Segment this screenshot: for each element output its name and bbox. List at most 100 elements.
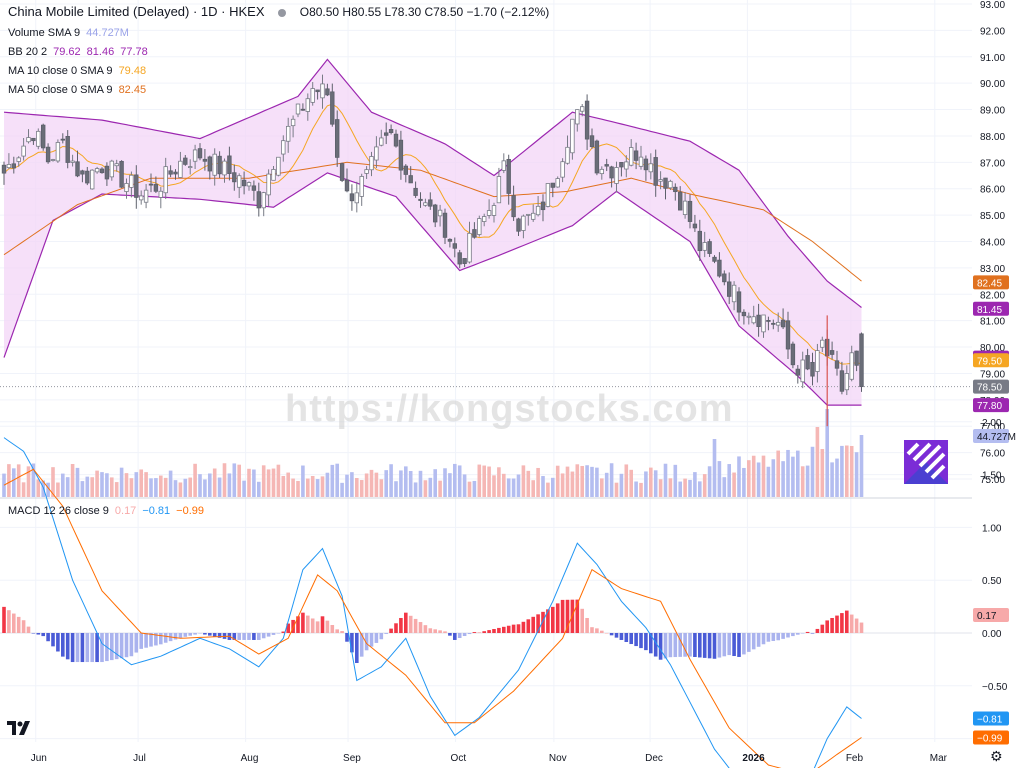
candle-body	[668, 180, 673, 189]
candle-body	[516, 218, 521, 232]
macd-histogram-bar	[119, 633, 124, 659]
macd-histogram-bar	[462, 633, 467, 637]
macd-histogram-bar	[208, 633, 212, 636]
volume-bar	[737, 456, 741, 497]
macd-histogram-bar	[786, 633, 790, 638]
candle-body	[344, 179, 350, 192]
settings-gear-icon[interactable]: ⚙	[990, 748, 1003, 764]
macd-histogram-bar	[551, 606, 555, 633]
candle-body	[31, 137, 36, 142]
macd-histogram-bar	[61, 633, 65, 657]
chart-title[interactable]: China Mobile Limited (Delayed) · 1D · HK…	[8, 4, 265, 19]
candle-body	[829, 350, 835, 355]
volume-bar	[379, 479, 384, 497]
macd-histogram-bar	[776, 633, 780, 641]
macd-histogram-bar	[70, 633, 75, 663]
tradingview-logo-icon[interactable]	[6, 718, 32, 740]
ma50-legend-value: 82.45	[118, 84, 147, 96]
macd-histogram-bar	[374, 633, 379, 643]
macd-histogram-bar	[301, 612, 305, 633]
macd-histogram-bar	[840, 613, 844, 633]
volume-bar	[688, 479, 692, 497]
macd-histogram-bar	[281, 631, 286, 633]
volume-bar	[296, 480, 300, 497]
macd-histogram-bar	[310, 618, 315, 633]
volume-legend[interactable]: Volume SMA 9 44.727M	[8, 27, 129, 39]
macd-histogram-bar	[678, 633, 682, 657]
macd-histogram-bar	[649, 633, 653, 654]
candle-body	[55, 142, 61, 162]
candle-body	[423, 202, 428, 206]
bb-legend[interactable]: BB 20 2 79.62 81.46 77.78	[8, 46, 148, 58]
ma50-legend[interactable]: MA 50 close 0 SMA 9 82.45	[8, 84, 146, 96]
macd-tag	[973, 730, 1009, 745]
volume-bar	[585, 465, 589, 497]
candle-body	[535, 205, 541, 216]
candle-body	[648, 163, 653, 173]
volume-bar	[26, 466, 31, 497]
ma10-legend[interactable]: MA 10 close 0 SMA 9 79.48	[8, 65, 146, 77]
macd-histogram-bar	[296, 616, 300, 633]
candle-body	[236, 175, 242, 188]
candle-body	[785, 320, 791, 350]
volume-bar	[134, 472, 139, 497]
candle-body	[707, 241, 712, 254]
candle-body	[369, 156, 374, 171]
candle-body	[158, 190, 163, 198]
candle-body	[305, 98, 310, 112]
volume-bar	[776, 450, 780, 497]
macd-histogram-bar	[590, 627, 594, 633]
price-axis-tick: 83.00	[980, 264, 1005, 275]
volume-bar	[575, 464, 580, 497]
macd-histogram-bar	[604, 633, 609, 634]
volume-bar	[306, 478, 310, 497]
macd-histogram-bar	[791, 633, 795, 637]
price-axis-tick: 85.00	[980, 211, 1005, 222]
candle-body	[129, 174, 134, 188]
volume-bar	[438, 480, 442, 497]
macd-histogram-bar	[502, 626, 506, 633]
price-axis-tick: 77.00	[980, 422, 1005, 433]
macd-histogram-bar	[85, 633, 90, 663]
candle-body	[153, 184, 159, 192]
macd-histogram-bar	[217, 633, 222, 638]
macd-histogram-bar	[320, 616, 325, 633]
volume-bar	[46, 482, 50, 497]
macd-histogram-bar	[619, 633, 624, 640]
price-axis-tick: 84.00	[980, 238, 1005, 249]
volume-bar	[178, 482, 183, 497]
macd-histogram-bar	[359, 633, 364, 657]
price-axis-tick: 90.00	[980, 79, 1005, 90]
candle-body	[320, 83, 325, 99]
candle-body	[398, 139, 404, 171]
macd-histogram-bar	[663, 633, 668, 659]
macd-legend[interactable]: MACD 12 26 close 9 0.17 −0.81 −0.99	[8, 505, 204, 517]
price-axis-tick: 91.00	[980, 53, 1005, 64]
price-tag	[973, 301, 1009, 316]
candle-body	[300, 108, 306, 111]
macd-histogram-bar	[379, 633, 384, 640]
macd-histogram-bar	[31, 633, 36, 634]
volume-bar	[693, 472, 697, 497]
macd-histogram-bar	[325, 620, 330, 633]
macd-histogram-bar	[198, 633, 202, 634]
volume-bar	[21, 482, 26, 497]
candle-body	[349, 193, 355, 202]
macd-histogram-bar	[139, 633, 143, 649]
macd-histogram-bar	[110, 633, 114, 661]
candle-body	[555, 178, 560, 188]
candle-body	[403, 165, 408, 175]
bollinger-fill	[4, 59, 862, 406]
candle-body	[11, 163, 16, 169]
macd-histogram-bar	[541, 611, 545, 633]
candle-body	[256, 191, 261, 209]
signal-line	[3, 468, 862, 768]
macd-histogram-bar	[683, 633, 687, 657]
candle-body	[379, 137, 384, 146]
macd-histogram-bar	[438, 630, 442, 633]
macd-histogram-bar	[756, 633, 761, 647]
macd-histogram-bar	[404, 612, 408, 633]
macd-histogram-bar	[781, 633, 785, 639]
price-axis-tick: 88.00	[980, 132, 1005, 143]
